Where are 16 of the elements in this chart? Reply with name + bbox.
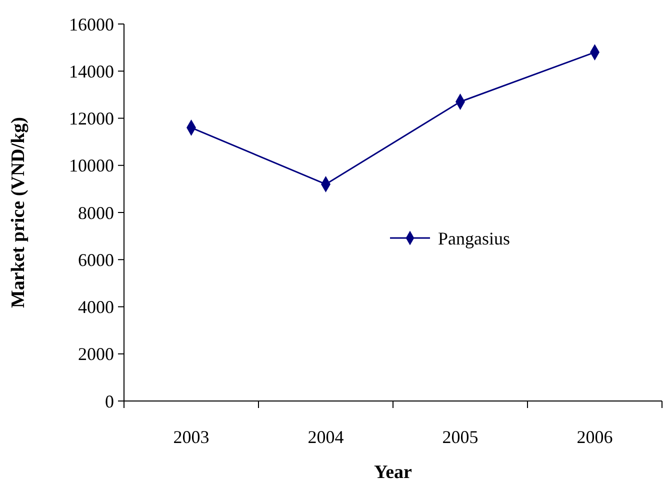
x-tick-label: 2003 <box>173 427 210 447</box>
x-axis-title: Year <box>374 462 413 481</box>
y-tick-label: 10000 <box>69 156 114 176</box>
y-tick-label: 2000 <box>78 344 114 364</box>
y-tick-label: 6000 <box>78 250 114 270</box>
legend-label: Pangasius <box>438 228 510 248</box>
y-tick-label: 4000 <box>78 297 114 318</box>
y-tick-label: 8000 <box>78 202 114 223</box>
y-axis-title: Market price (VND/kg) <box>8 116 29 308</box>
y-tick-label: 16000 <box>69 14 114 34</box>
x-tick-label: 2005 <box>442 427 478 447</box>
y-tick-label: 0 <box>105 391 114 412</box>
y-tick-label: 12000 <box>69 108 114 129</box>
x-tick-label: 2006 <box>576 427 613 447</box>
x-tick-label: 2004 <box>308 427 344 447</box>
y-tick-label: 14000 <box>69 61 114 82</box>
